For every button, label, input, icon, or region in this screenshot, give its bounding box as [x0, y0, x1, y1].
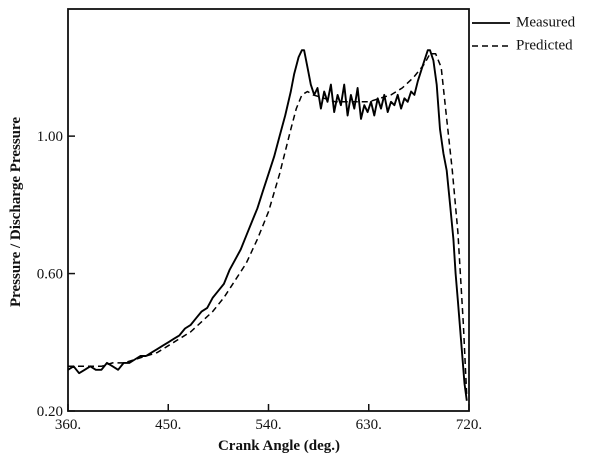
- series-layer: [67, 49, 468, 401]
- series-predicted-line: [68, 52, 468, 398]
- x-axis-title: Crank Angle (deg.): [218, 438, 340, 454]
- legend-measured-label: Measured: [516, 14, 576, 30]
- legend: Measured Predicted: [472, 14, 576, 53]
- y-tick-label: 0.60: [37, 267, 63, 283]
- x-axis-ticks: 360. 450. 540. 630. 720.: [55, 404, 482, 433]
- x-tick-label: 450.: [155, 417, 181, 433]
- x-tick-label: 360.: [55, 417, 81, 433]
- legend-predicted-label: Predicted: [516, 37, 573, 53]
- x-tick-label: 630.: [356, 417, 382, 433]
- x-tick-label: 540.: [255, 417, 281, 433]
- y-tick-label: 0.20: [37, 404, 63, 420]
- y-tick-label: 1.00: [37, 129, 63, 145]
- y-axis-title: Pressure / Discharge Pressure: [8, 117, 24, 307]
- x-tick-label: 720.: [456, 417, 482, 433]
- series-measured-line: [67, 49, 468, 401]
- y-axis-ticks: 0.20 0.60 1.00: [37, 129, 75, 420]
- plot-frame: [67, 8, 470, 412]
